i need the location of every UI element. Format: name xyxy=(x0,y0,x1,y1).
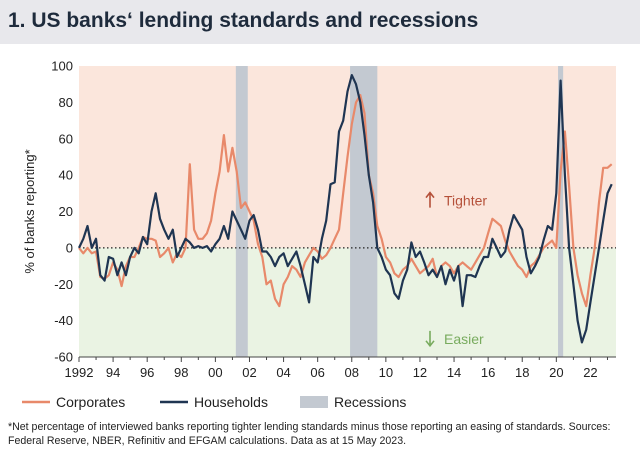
legend-recessions-swatch xyxy=(300,396,328,408)
y-tick-label: 60 xyxy=(59,131,73,146)
easier-label: Easier xyxy=(444,331,484,347)
x-tick-label: 12 xyxy=(413,365,427,380)
x-tick-label: 02 xyxy=(242,365,256,380)
x-tick-label: 10 xyxy=(379,365,393,380)
legend-households-label: Households xyxy=(194,394,268,410)
y-tick-label: -40 xyxy=(54,313,73,328)
x-tick-label: 08 xyxy=(345,365,359,380)
series-lines xyxy=(78,74,613,344)
x-tick-label: 00 xyxy=(208,365,222,380)
x-tick-label: 94 xyxy=(106,365,120,380)
y-tick-label: 100 xyxy=(51,59,73,74)
x-tick-label: 06 xyxy=(310,365,324,380)
x-tick-label: 98 xyxy=(174,365,188,380)
recession-band xyxy=(235,66,248,357)
y-tick-label: 80 xyxy=(59,95,73,110)
legend: Corporates Households Recessions xyxy=(22,394,406,410)
y-tick-label: -60 xyxy=(54,350,73,365)
legend-recessions-label: Recessions xyxy=(334,394,406,410)
corporates-line xyxy=(78,94,613,308)
x-tick-label: 16 xyxy=(481,365,495,380)
recession-band xyxy=(558,66,564,357)
legend-corporates-label: Corporates xyxy=(56,394,125,410)
chart-title: 1. US banks‘ lending standards and reces… xyxy=(8,9,479,32)
y-axis-label: % of banks reporting* xyxy=(22,149,37,273)
y-tick-label: -20 xyxy=(54,277,73,292)
y-tick-label: 20 xyxy=(59,204,73,219)
footnote: *Net percentage of interviewed banks rep… xyxy=(8,421,611,447)
title-bar: 1. US banks‘ lending standards and reces… xyxy=(0,0,640,44)
x-tick-label: 14 xyxy=(447,365,461,380)
easier-zone xyxy=(79,247,616,357)
x-tick-label: 04 xyxy=(276,365,290,380)
y-tick-label: 40 xyxy=(59,168,73,183)
x-tick-label: 20 xyxy=(549,365,563,380)
x-tick-label: 96 xyxy=(140,365,154,380)
y-tick-label: 0 xyxy=(66,240,73,255)
x-tick-label: 18 xyxy=(515,365,529,380)
households-line xyxy=(78,74,613,344)
x-tick-label: 22 xyxy=(583,365,597,380)
easier-arrow-icon xyxy=(425,330,435,348)
tighter-label: Tighter xyxy=(444,193,487,209)
annotations: Tighter Easier xyxy=(425,191,487,348)
tighter-arrow-icon xyxy=(425,191,435,208)
x-tick-label: 1992 xyxy=(65,365,94,380)
